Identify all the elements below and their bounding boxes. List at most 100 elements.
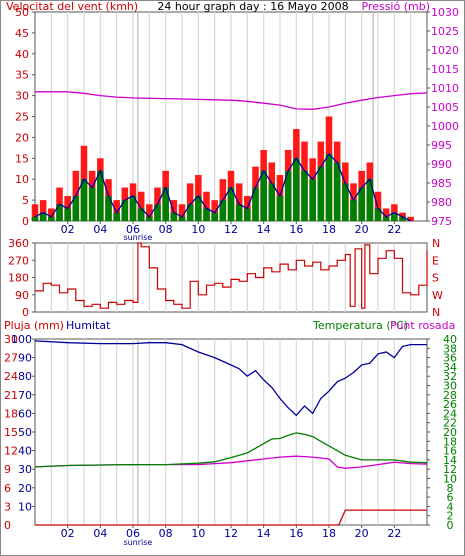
humidity-axis-tick-label: 80	[18, 370, 32, 383]
x-axis-tick-label: 14	[257, 527, 271, 540]
wind-bar	[113, 212, 120, 221]
temperature-axis-tick-label: 38	[443, 342, 457, 355]
wind-direction-panel: 0 N 90 W 180 S 270 E 360 N	[8, 237, 443, 319]
x-axis-tick-label: 22	[387, 223, 401, 236]
wind-bar	[129, 195, 137, 221]
gust-bar	[146, 204, 153, 221]
gust-bar	[382, 208, 390, 221]
x-axis-tick-label: 02	[61, 527, 75, 540]
temperature-axis-tick-label: 2	[447, 510, 454, 523]
temperature-axis-tick-label: 0	[447, 519, 454, 532]
wind-direction-line	[35, 242, 428, 309]
wind-bar	[80, 179, 88, 221]
pressure-axis-tick-label: 1010	[431, 82, 459, 95]
wind-axis-tick-label: 0	[22, 215, 29, 228]
wind-bar	[162, 187, 169, 221]
direction-axis-tick-label: 360	[8, 237, 29, 250]
temperature-axis-tick-label: 30	[443, 380, 457, 393]
wind-bar	[154, 204, 161, 221]
x-axis-tick-label: 04	[93, 527, 107, 540]
humidity-axis-title: Humitat	[66, 319, 111, 332]
gust-bar	[170, 200, 178, 221]
wind-axis-tick-label: 25	[15, 111, 29, 124]
rain-axis-tick-label: 21	[4, 389, 18, 402]
wind-panel-axes: 0510152025303540455097598098599099510001…	[15, 6, 459, 236]
gust-bar	[407, 216, 414, 221]
gust-bar	[235, 183, 243, 221]
wind-bar	[333, 162, 341, 221]
temperature-panel-data	[34, 340, 428, 526]
wind-bar	[203, 208, 210, 221]
x-axis-tick-label: 18	[322, 527, 336, 540]
wind-axis-tick-label: 45	[15, 27, 29, 40]
rain-axis-tick-label: 15	[4, 426, 18, 439]
rain-axis-tick-label: 0	[4, 519, 11, 532]
direction-axis-tick-label: 0	[22, 306, 29, 319]
wind-bar	[309, 179, 316, 221]
wind-bar	[64, 208, 71, 221]
pressure-axis-title: Pressió (mb)	[361, 0, 430, 13]
rain-axis-tick-label: 18	[4, 407, 18, 420]
x-axis-tick-label: 20	[355, 223, 369, 236]
wind-bar	[374, 208, 382, 221]
wind-bar	[72, 195, 80, 221]
rain-axis-tick-label: 9	[4, 463, 11, 476]
temperature-axis-tick-label: 8	[447, 482, 454, 495]
dewpoint-axis-title: Punt rosada	[390, 319, 455, 332]
temperature-axis-tick-label: 40	[443, 333, 457, 346]
x-axis-tick-label: 18	[322, 223, 336, 236]
temperature-axis-tick-label: 12	[443, 463, 457, 476]
humidity-temperature-panel: 0369121518212427301020304050607080901000…	[4, 319, 457, 547]
x-axis-tick-label: 08	[159, 223, 173, 236]
wind-bar	[178, 216, 186, 221]
rain-axis-tick-label: 30	[4, 333, 18, 346]
wind-bar	[227, 187, 235, 221]
rain-axis-tick-label: 3	[4, 500, 11, 513]
x-axis-tick-label: 06	[126, 527, 140, 540]
wind-axis-tick-label: 15	[15, 152, 29, 165]
x-axis-tick-label: 20	[355, 527, 369, 540]
pressure-axis-tick-label: 985	[431, 177, 452, 190]
pressure-axis-tick-label: 1000	[431, 120, 459, 133]
wind-bar	[97, 170, 104, 221]
wind-axis-tick-label: 10	[15, 173, 29, 186]
gust-bar	[31, 204, 39, 221]
wind-bar	[170, 212, 178, 221]
direction-axis-tick-label: 90	[15, 289, 29, 302]
gust-bar	[137, 191, 145, 221]
temperature-axis-tick-label: 22	[443, 417, 457, 430]
temperature-line	[34, 432, 428, 468]
temperature-axis-tick-label: 36	[443, 352, 457, 365]
pressure-axis-tick-label: 975	[431, 215, 452, 228]
wind-bar	[195, 195, 202, 221]
temperature-axis-tick-label: 10	[443, 473, 457, 486]
wind-axis-tick-label: 40	[15, 48, 29, 61]
temperature-axis-tick-label: 18	[443, 435, 457, 448]
wind-bar	[301, 170, 308, 221]
wind-bar	[39, 212, 47, 221]
wind-bar	[244, 208, 251, 221]
pressure-axis-tick-label: 1005	[431, 101, 459, 114]
gust-bar	[39, 200, 47, 221]
direction-axis-tick-label: 270	[8, 254, 29, 267]
humidity-axis-tick-label: 20	[18, 482, 32, 495]
humidity-axis-tick-label: 90	[18, 352, 32, 365]
wind-bar	[358, 187, 365, 221]
wind-axis-tick-label: 5	[22, 194, 29, 207]
compass-tick-label: S	[432, 272, 439, 285]
wind-bar	[146, 216, 153, 221]
gust-bar	[186, 183, 194, 221]
x-axis-tick-label: 10	[191, 527, 205, 540]
wind-axis-title: Velocitat del vent (kmh)	[6, 0, 138, 13]
rain-axis-tick-label: 27	[4, 352, 18, 365]
temperature-axis-tick-label: 34	[443, 361, 457, 374]
temperature-panel-grid	[50, 339, 412, 525]
temperature-axis-tick-label: 24	[443, 407, 457, 420]
x-axis-tick-label: 16	[289, 527, 303, 540]
direction-axis-tick-label: 180	[8, 272, 29, 285]
direction-panel-grid	[50, 243, 412, 312]
compass-tick-label: N	[432, 306, 440, 319]
wind-bar	[48, 216, 55, 221]
rain-axis-title: Pluja (mm)	[4, 319, 64, 332]
